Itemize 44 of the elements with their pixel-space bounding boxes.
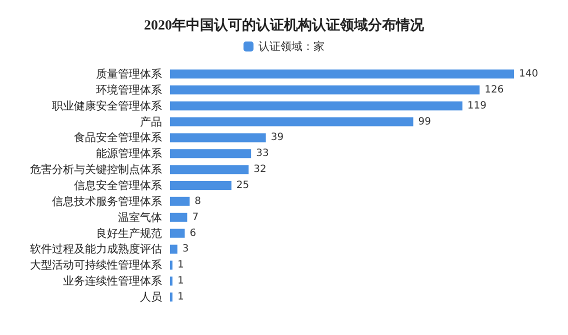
y-tick-label: 信息安全管理体系 xyxy=(74,179,162,192)
bar xyxy=(170,181,232,190)
y-tick-label: 产品 xyxy=(140,115,162,128)
bar xyxy=(170,165,249,174)
bar xyxy=(170,149,252,158)
y-tick-label: 人员 xyxy=(140,290,162,304)
y-tick-label: 能源管理体系 xyxy=(96,147,162,160)
y-tick-label: 业务连续性管理体系 xyxy=(63,274,162,288)
bar xyxy=(170,228,185,238)
y-tick-label: 大型活动可持续性管理体系 xyxy=(30,258,162,272)
y-tick-label: 信息技术服务管理体系 xyxy=(52,194,162,208)
bar xyxy=(170,117,414,126)
bar xyxy=(170,69,514,78)
bar xyxy=(170,196,190,206)
y-tick-label: 软件过程及能力成熟度评估 xyxy=(30,242,162,256)
data-label: 25 xyxy=(236,180,250,191)
legend-label: 认证领域：家 xyxy=(258,40,324,53)
y-tick-label: 温室气体 xyxy=(118,210,162,224)
data-label: 1 xyxy=(177,292,184,303)
y-tick-label: 危害分析与关键控制点体系 xyxy=(30,163,162,176)
data-label: 1 xyxy=(177,276,184,287)
data-label: 99 xyxy=(418,116,431,128)
data-label: 6 xyxy=(190,228,196,239)
data-label: 7 xyxy=(192,212,199,223)
data-label: 8 xyxy=(194,196,202,207)
data-label: 140 xyxy=(519,68,538,80)
chart-title: 2020年中国认可的认证机构认证领域分布情况 xyxy=(144,18,425,34)
data-label: 33 xyxy=(256,148,269,160)
y-tick-label: 质量管理体系 xyxy=(96,67,162,80)
data-label: 119 xyxy=(467,100,486,112)
bar xyxy=(170,244,178,254)
y-tick-label: 食品安全管理体系 xyxy=(74,131,162,144)
data-label: 32 xyxy=(254,164,266,176)
data-label: 39 xyxy=(270,132,284,144)
data-label: 1 xyxy=(177,260,184,271)
data-label: 126 xyxy=(484,84,504,96)
bar xyxy=(170,212,188,222)
bar xyxy=(170,85,480,94)
y-tick-label: 职业健康安全管理体系 xyxy=(52,99,162,112)
y-tick-label: 良好生产规范 xyxy=(96,226,162,240)
y-tick-label: 环境管理体系 xyxy=(96,83,162,96)
bar xyxy=(170,101,462,110)
data-label: 3 xyxy=(182,244,189,255)
bar xyxy=(170,133,266,142)
